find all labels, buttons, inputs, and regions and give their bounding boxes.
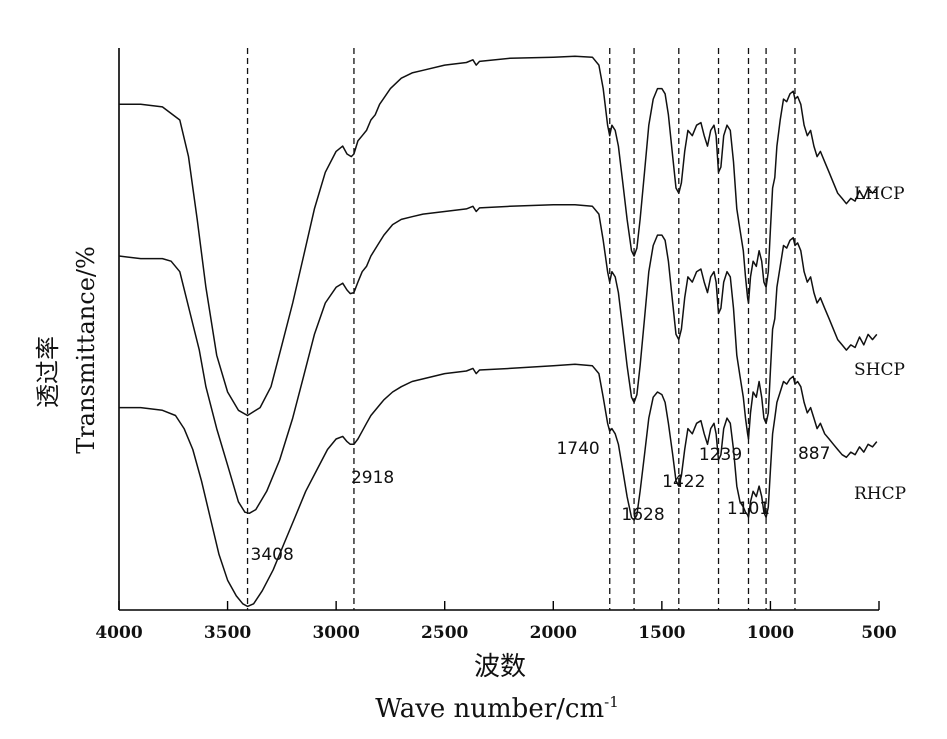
peak-label-1740: 1740 (556, 439, 599, 459)
peak-label-2918: 2918 (351, 468, 394, 488)
spectra (118, 55, 878, 608)
y-axis-label-cn: 透过率 (34, 336, 62, 408)
x-axis-label-en: Wave number/cm-1 (375, 693, 619, 724)
spectrum-shcp (118, 203, 878, 515)
series-labels: LHCP SHCP RHCP (854, 184, 906, 504)
axes (118, 48, 879, 611)
peak-label-1239: 1239 (699, 445, 742, 465)
peak-label-1422: 1422 (662, 472, 705, 492)
x-tick-label-1500: 1500 (638, 623, 685, 643)
x-tick-label-500: 500 (861, 623, 897, 643)
x-tick-label-3500: 3500 (204, 623, 251, 643)
peak-label-1101: 1101 (727, 499, 770, 519)
x-tick-label-3000: 3000 (312, 623, 359, 643)
series-label-rhcp: RHCP (854, 484, 906, 504)
x-tick-label-4000: 4000 (95, 623, 142, 643)
peak-label-3408: 3408 (251, 545, 294, 565)
x-ticks: 4000 3500 3000 2500 2000 1500 1000 500 (95, 601, 897, 643)
x-tick-label-1000: 1000 (747, 623, 794, 643)
x-tick-label-2500: 2500 (421, 623, 468, 643)
series-label-lhcp: LHCP (854, 184, 905, 204)
peak-label-887: 887 (798, 444, 830, 464)
peak-label-1628: 1628 (621, 505, 664, 525)
spectrum-rhcp (119, 363, 878, 608)
x-tick-label-2000: 2000 (530, 623, 577, 643)
x-axis-label-superscript: -1 (604, 693, 619, 711)
spectrum-lhcp (119, 55, 878, 417)
reference-lines (246, 48, 796, 610)
peak-labels: 3408 2918 1740 1628 1422 1239 1101 887 (251, 439, 831, 565)
y-axis-label-en: Transmittance/% (72, 246, 100, 454)
x-axis-label-cn: 波数 (474, 652, 526, 682)
series-label-shcp: SHCP (854, 360, 905, 380)
